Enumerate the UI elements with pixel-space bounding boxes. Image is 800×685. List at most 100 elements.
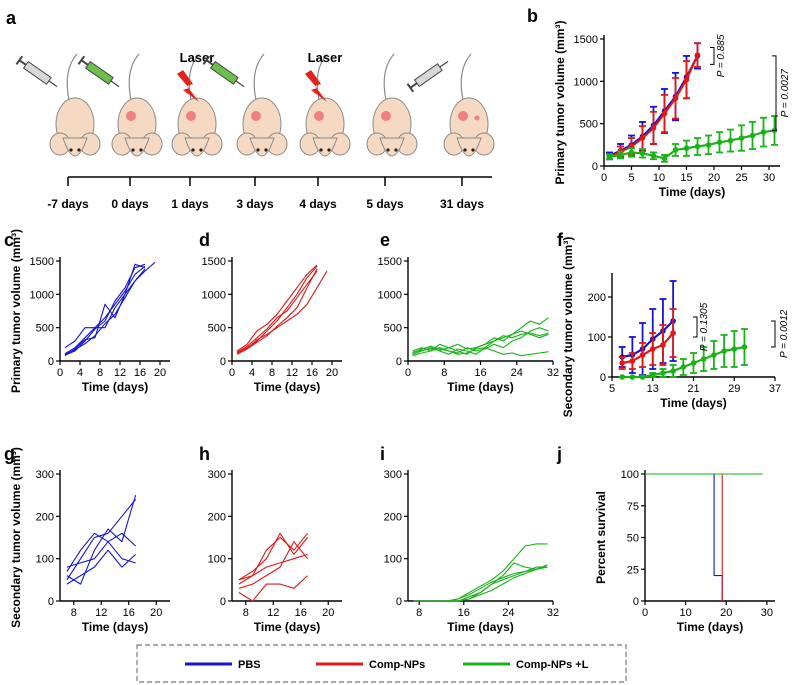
mouse-eye	[256, 148, 260, 152]
y-tick-label: 75	[627, 501, 639, 513]
x-tick-label: 0	[405, 367, 411, 379]
y-axis-label: Secondary tumor volume (mm³)	[561, 237, 575, 418]
series-line-individual	[64, 265, 146, 355]
y-tick-label: 0	[633, 596, 639, 608]
tumor-spot	[314, 111, 324, 121]
mouse-head	[379, 137, 405, 157]
syringe-icon	[406, 60, 449, 93]
data-point	[760, 129, 767, 135]
x-tick-label: 0	[601, 172, 607, 184]
data-point	[672, 95, 679, 102]
x-tick-label: 0	[642, 607, 648, 619]
series-line-individual	[64, 263, 146, 357]
y-tick-label: 500	[208, 323, 226, 335]
data-point	[705, 142, 712, 148]
y-tick-label: 1500	[574, 34, 598, 46]
y-tick-label: 0	[396, 596, 402, 608]
chart-f: 0 100 200 5 13 21 29 37 Time (days) Secondary tum…	[561, 237, 790, 418]
x-tick-label: 37	[769, 383, 781, 395]
data-point	[650, 153, 657, 159]
mouse-eye	[199, 148, 203, 152]
data-point	[639, 135, 646, 141]
series-line-individual	[413, 566, 548, 602]
mouse-eye	[319, 148, 323, 152]
x-tick-label: 32	[547, 367, 559, 379]
panel-letter-a: a	[6, 8, 17, 28]
y-tick-label: 0	[592, 161, 598, 173]
series-line-individual	[412, 332, 549, 353]
y-tick-label: 1000	[202, 289, 226, 301]
syringe-barrel	[413, 63, 443, 88]
x-tick-label: 4	[249, 367, 255, 379]
x-tick-label: 12	[114, 367, 126, 379]
timeline-day-label: 1 days	[171, 197, 209, 211]
data-point	[670, 330, 676, 336]
x-tick-label: 13	[647, 383, 659, 395]
y-tick-label: 1000	[30, 289, 54, 301]
mouse-icon	[366, 53, 449, 157]
mouse-icon	[171, 53, 223, 157]
series-line-individual	[413, 562, 548, 602]
y-tick-label: 200	[384, 511, 402, 523]
timeline-day-label: 3 days	[236, 197, 274, 211]
y-tick-label: 1500	[30, 256, 54, 268]
mouse-eye	[77, 148, 81, 152]
data-point	[660, 370, 666, 376]
syringe-barrel	[209, 60, 239, 85]
mouse-head	[124, 137, 150, 157]
series-line-individual	[66, 549, 136, 585]
series-line-individual	[238, 575, 308, 602]
panel-letter-c: c	[4, 230, 14, 250]
syringe-icon	[77, 55, 120, 88]
x-axis-label: Time (days)	[254, 380, 320, 394]
data-point	[749, 132, 756, 139]
panel-letter-e: e	[380, 230, 390, 250]
data-point	[738, 135, 745, 141]
tumor-spot	[186, 111, 196, 121]
y-axis-label: Primary tumor volume (mm³)	[9, 229, 23, 393]
x-tick-label: 16	[295, 607, 307, 619]
y-tick-label: 500	[36, 323, 54, 335]
data-point	[650, 125, 657, 131]
panel-letter-f: f	[557, 230, 564, 250]
syringe-plunger	[18, 59, 27, 66]
timeline-panel: -7 days 0 days 1 days 3 days 4 days 5 days 31 …	[15, 50, 495, 211]
chart-i: 0 100 200 300 8 16 24 32 Time (days)	[384, 469, 559, 634]
series-line-Comp-NPs +L	[609, 129, 775, 160]
timeline-day-label: 5 days	[366, 197, 404, 211]
data-point	[741, 344, 748, 350]
chart-j: 0 25 50 75 100 0 10 20 30 Time (days) Percent surv…	[594, 469, 775, 634]
tumor-spot	[474, 115, 480, 121]
x-tick-label: 20	[326, 367, 338, 379]
chart-d: 0 500 1000 1500 0 4 8 12 16 20 Time (days)	[202, 256, 342, 394]
x-tick-label: 12	[95, 607, 107, 619]
mouse-icon	[77, 53, 163, 157]
y-tick-label: 200	[208, 511, 226, 523]
series-line-individual	[238, 553, 308, 581]
x-tick-label: 16	[134, 367, 146, 379]
x-tick-label: 8	[71, 607, 77, 619]
x-axis-label: Time (days)	[82, 620, 148, 634]
series-line-individual	[238, 532, 309, 585]
x-tick-label: 16	[306, 367, 318, 379]
timeline-day-label: 0 days	[111, 197, 149, 211]
syringe-plunger	[205, 59, 214, 66]
y-tick-label: 300	[384, 469, 402, 481]
series-line-individual	[66, 499, 137, 581]
x-tick-label: 0	[57, 367, 63, 379]
data-point	[639, 352, 646, 358]
p-value-label: P = 0.0027	[780, 69, 791, 118]
series-line-individual	[236, 268, 318, 355]
mouse-head	[62, 137, 88, 157]
mouse-tail	[66, 53, 78, 101]
tumor-spot	[381, 111, 391, 121]
mouse-tail	[253, 53, 265, 101]
syringe-plunger	[80, 59, 89, 66]
mouse-eye	[386, 148, 390, 152]
y-tick-label: 1500	[202, 256, 226, 268]
x-tick-label: 24	[502, 607, 514, 619]
series-line-individual	[64, 261, 156, 349]
panel-letter-g: g	[4, 444, 15, 464]
x-axis-label: Time (days)	[447, 620, 513, 634]
x-tick-label: 10	[653, 172, 665, 184]
